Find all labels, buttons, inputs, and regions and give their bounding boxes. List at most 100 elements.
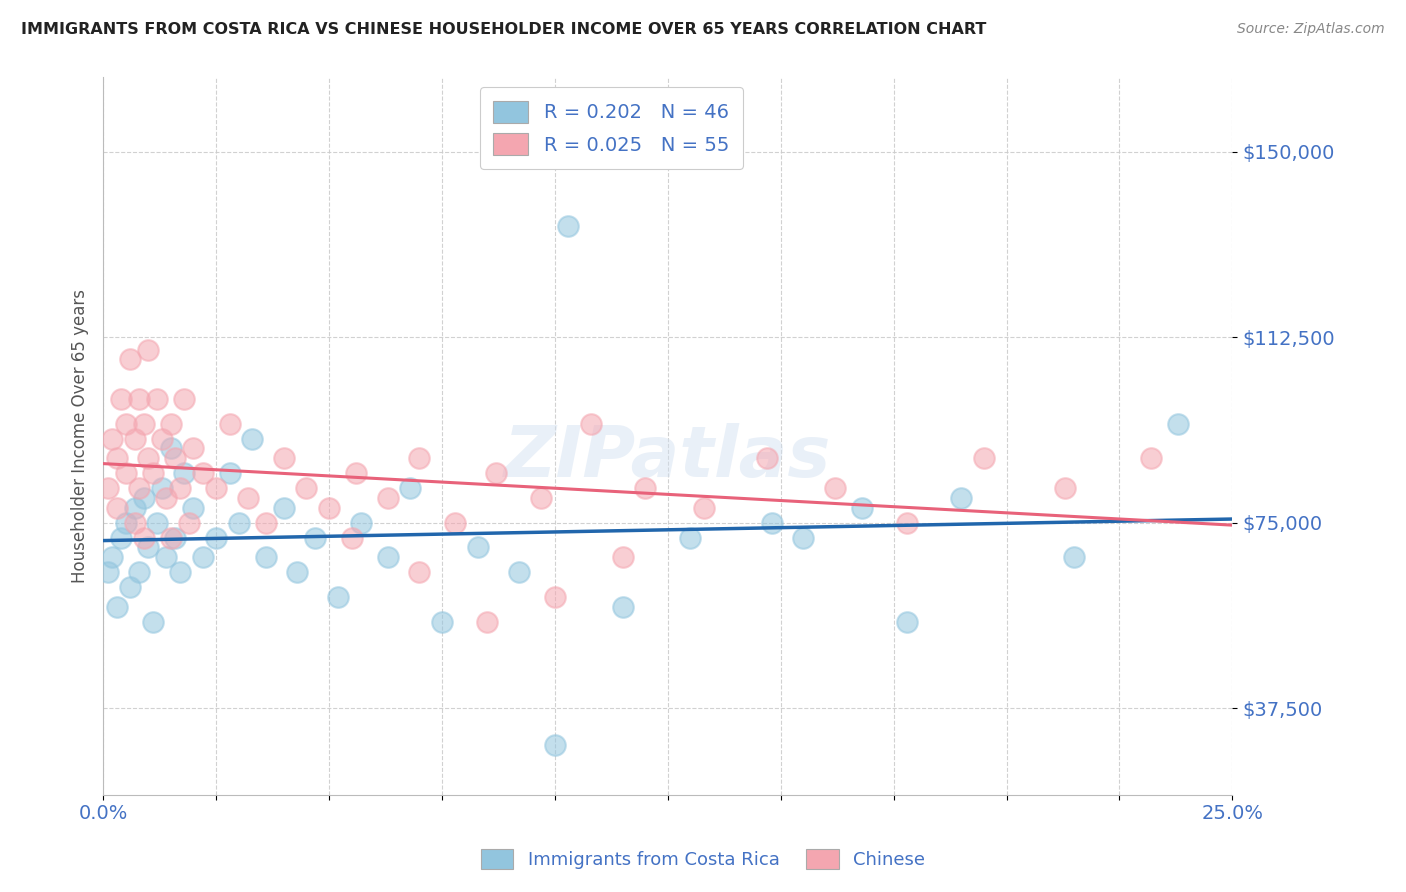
Point [97,481,120,495]
Point [792,531,814,545]
Point [128,392,150,406]
Point [120,580,142,594]
Point [679,531,702,545]
Point [612,550,634,565]
Point [177,516,200,530]
Point [105,451,128,466]
Point [128,565,150,579]
Point [240,432,263,446]
Point [444,516,467,530]
Point [950,491,973,505]
Point [150,481,173,495]
Point [173,466,195,480]
Point [273,451,295,466]
Point [1140,451,1163,466]
Point [530,491,553,505]
Point [142,615,165,629]
Point [485,466,508,480]
Point [114,466,136,480]
Text: IMMIGRANTS FROM COSTA RICA VS CHINESE HOUSEHOLDER INCOME OVER 65 YEARS CORRELATI: IMMIGRANTS FROM COSTA RICA VS CHINESE HO… [21,22,987,37]
Point [295,481,318,495]
Point [377,550,399,565]
Point [183,442,205,456]
Point [146,392,169,406]
Point [132,531,155,545]
Point [165,451,187,466]
Point [285,565,308,579]
Point [105,500,128,515]
Point [105,599,128,614]
Legend: Immigrants from Costa Rica, Chinese: Immigrants from Costa Rica, Chinese [471,839,935,879]
Point [114,516,136,530]
Point [508,565,530,579]
Point [254,516,277,530]
Point [132,491,155,505]
Point [150,432,173,446]
Point [155,550,177,565]
Point [228,516,250,530]
Point [173,392,195,406]
Point [155,491,177,505]
Point [160,417,183,431]
Point [165,531,187,545]
Point [205,481,228,495]
Point [136,343,159,357]
Point [136,541,159,555]
Point [191,550,214,565]
Point [544,739,567,753]
Point [544,590,567,604]
Text: ZIPatlas: ZIPatlas [505,423,831,492]
Point [430,615,453,629]
Point [191,466,214,480]
Point [236,491,259,505]
Point [408,565,430,579]
Point [110,531,132,545]
Point [160,442,183,456]
Point [824,481,846,495]
Point [101,550,124,565]
Point [1167,417,1189,431]
Point [318,500,340,515]
Point [304,531,326,545]
Point [124,432,146,446]
Point [475,615,498,629]
Point [326,590,349,604]
Point [124,516,146,530]
Point [218,466,240,480]
Point [634,481,657,495]
Text: Source: ZipAtlas.com: Source: ZipAtlas.com [1237,22,1385,37]
Point [97,565,120,579]
Point [254,550,277,565]
Point [183,500,205,515]
Point [128,481,150,495]
Point [1054,481,1077,495]
Point [101,432,124,446]
Point [124,500,146,515]
Point [896,516,918,530]
Point [973,451,995,466]
Point [377,491,399,505]
Point [851,500,873,515]
Point [142,466,165,480]
Y-axis label: Householder Income Over 65 years: Householder Income Over 65 years [72,289,89,583]
Point [756,451,779,466]
Point [120,352,142,367]
Point [146,516,169,530]
Point [408,451,430,466]
Point [557,219,579,233]
Point [169,481,191,495]
Point [761,516,783,530]
Point [132,417,155,431]
Point [693,500,716,515]
Point [1063,550,1085,565]
Point [579,417,602,431]
Point [169,565,191,579]
Point [218,417,240,431]
Point [205,531,228,545]
Point [399,481,422,495]
Point [110,392,132,406]
Point [273,500,295,515]
Point [612,599,634,614]
Point [114,417,136,431]
Legend: R = 0.202   N = 46, R = 0.025   N = 55: R = 0.202 N = 46, R = 0.025 N = 55 [479,87,742,169]
